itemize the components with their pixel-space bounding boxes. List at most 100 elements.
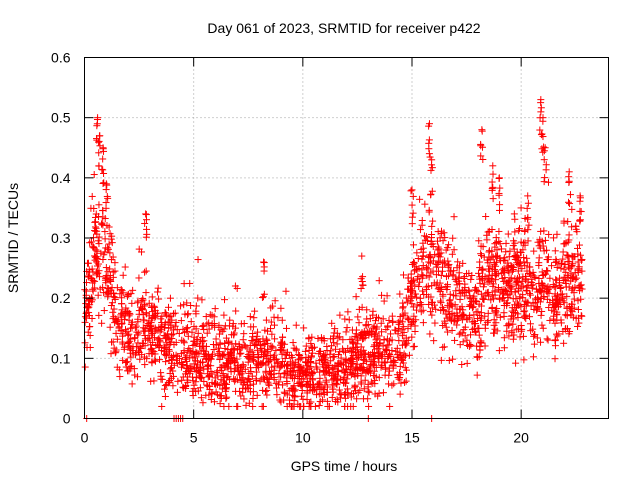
data-point xyxy=(236,371,244,379)
data-point xyxy=(315,350,323,358)
data-point xyxy=(186,354,194,362)
data-point xyxy=(231,282,239,290)
data-point xyxy=(541,174,549,182)
data-point xyxy=(103,192,111,200)
data-point xyxy=(281,354,289,362)
data-point xyxy=(94,291,102,299)
data-point xyxy=(109,308,117,316)
data-point xyxy=(194,329,202,337)
data-point xyxy=(543,295,551,303)
data-point xyxy=(232,340,240,348)
data-point xyxy=(317,334,325,342)
data-point xyxy=(450,213,458,221)
data-point xyxy=(439,322,447,330)
data-point xyxy=(412,306,420,314)
data-point xyxy=(198,296,206,304)
data-point xyxy=(277,363,285,371)
data-point xyxy=(468,326,476,334)
data-point xyxy=(386,337,394,345)
data-point xyxy=(496,184,504,192)
data-point xyxy=(453,281,461,289)
data-point xyxy=(298,381,306,389)
data-point xyxy=(482,213,490,221)
data-point xyxy=(98,319,106,327)
data-point xyxy=(258,293,266,301)
data-point xyxy=(478,274,486,282)
data-point xyxy=(399,303,407,311)
data-point xyxy=(568,205,576,213)
data-point xyxy=(105,240,113,248)
data-point xyxy=(188,328,196,336)
data-point xyxy=(143,355,151,363)
data-point xyxy=(574,322,582,330)
data-point xyxy=(86,344,94,352)
data-point xyxy=(365,364,373,372)
data-point xyxy=(173,388,181,396)
data-point xyxy=(426,330,434,338)
data-point xyxy=(184,373,192,381)
data-point xyxy=(453,264,461,272)
data-point xyxy=(506,276,514,284)
data-point xyxy=(540,271,548,279)
data-point xyxy=(173,359,181,367)
data-point xyxy=(474,324,482,332)
data-point xyxy=(183,299,191,307)
data-point xyxy=(564,253,572,261)
data-point xyxy=(271,297,279,305)
data-point xyxy=(106,276,114,284)
data-point xyxy=(561,240,569,248)
data-point xyxy=(411,281,419,289)
data-point xyxy=(488,303,496,311)
data-point xyxy=(141,219,149,227)
data-point xyxy=(502,239,510,247)
data-point xyxy=(517,238,525,246)
data-point xyxy=(301,347,309,355)
data-point xyxy=(576,192,584,200)
data-point xyxy=(530,340,538,348)
data-point xyxy=(316,397,324,405)
data-point xyxy=(239,380,247,388)
data-point xyxy=(111,349,119,357)
data-point xyxy=(262,387,270,395)
data-point xyxy=(317,390,325,398)
data-point xyxy=(486,262,494,270)
data-point xyxy=(186,363,194,371)
data-point xyxy=(357,380,365,388)
data-point xyxy=(408,201,416,209)
data-point xyxy=(147,377,155,385)
data-point xyxy=(427,190,435,198)
data-point xyxy=(343,385,351,393)
data-point xyxy=(165,357,173,365)
data-point xyxy=(541,236,549,244)
data-point xyxy=(340,373,348,381)
data-point xyxy=(101,235,109,243)
data-point xyxy=(129,286,137,294)
data-point xyxy=(458,360,466,368)
data-point xyxy=(405,294,413,302)
data-point xyxy=(345,316,353,324)
data-point xyxy=(180,280,188,288)
data-point xyxy=(213,380,221,388)
data-point xyxy=(272,346,280,354)
data-point xyxy=(427,293,435,301)
data-point xyxy=(352,293,360,301)
data-point xyxy=(480,295,488,303)
data-point xyxy=(530,332,538,340)
data-point xyxy=(520,312,528,320)
data-point xyxy=(203,320,211,328)
data-point xyxy=(525,221,533,229)
data-point xyxy=(396,390,404,398)
data-point xyxy=(167,374,175,382)
data-point xyxy=(336,348,344,356)
data-point xyxy=(477,250,485,258)
data-point xyxy=(205,382,213,390)
data-point xyxy=(267,371,275,379)
data-point xyxy=(519,332,527,340)
data-point xyxy=(277,304,285,312)
data-point xyxy=(568,308,576,316)
data-point xyxy=(498,274,506,282)
data-point xyxy=(544,336,552,344)
data-point xyxy=(572,314,580,322)
data-point xyxy=(256,377,264,385)
data-point xyxy=(182,325,190,333)
